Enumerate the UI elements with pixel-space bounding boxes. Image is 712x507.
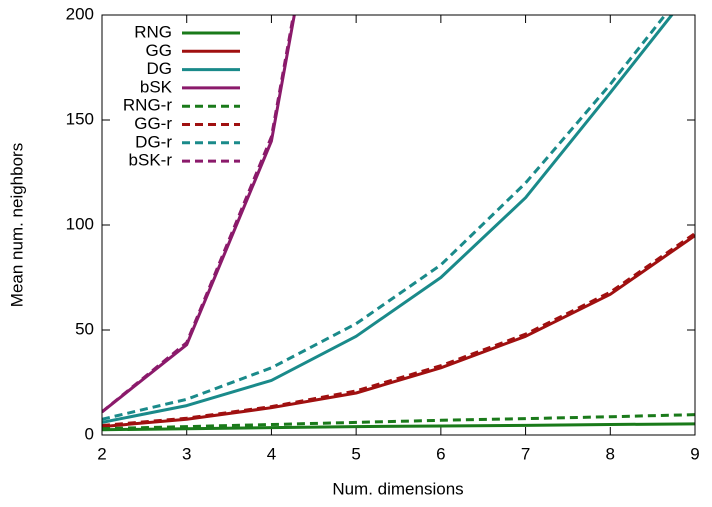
data-line — [102, 413, 695, 431]
plot-frame — [101, 14, 696, 436]
x-tick-label: 7 — [521, 444, 530, 463]
legend-label: DG-r — [135, 132, 172, 151]
legend-label: DG — [147, 59, 173, 78]
x-tick-label: 2 — [97, 444, 106, 463]
x-tick-label: 4 — [267, 444, 276, 463]
legend-label: RNG-r — [123, 96, 172, 115]
x-axis-label: Num. dimensions — [332, 479, 463, 498]
data-line — [102, 15, 674, 424]
legend-label: GG — [146, 41, 172, 60]
legend-label: GG-r — [134, 114, 172, 133]
y-axis-label: Mean num. neighbors — [7, 143, 26, 307]
x-tick-label: 6 — [436, 444, 445, 463]
y-tick-label: 100 — [66, 214, 94, 233]
data-line — [102, 422, 695, 432]
x-tick-label: 3 — [182, 444, 191, 463]
data-line — [102, 15, 295, 414]
y-tick-label: 150 — [66, 109, 94, 128]
data-line — [102, 15, 296, 414]
x-tick-label: 5 — [351, 444, 360, 463]
legend-label: bSK-r — [129, 151, 173, 170]
legend-label: bSK — [140, 77, 173, 96]
x-tick-label: 8 — [606, 444, 615, 463]
data-line — [102, 232, 695, 428]
data-line — [102, 15, 668, 421]
legend-label: RNG — [134, 22, 172, 41]
data-line — [102, 234, 695, 429]
y-tick-label: 50 — [75, 319, 94, 338]
plot-area — [102, 15, 695, 432]
x-tick-label: 9 — [690, 444, 699, 463]
y-tick-label: 0 — [85, 424, 94, 443]
y-tick-label: 200 — [66, 4, 94, 23]
